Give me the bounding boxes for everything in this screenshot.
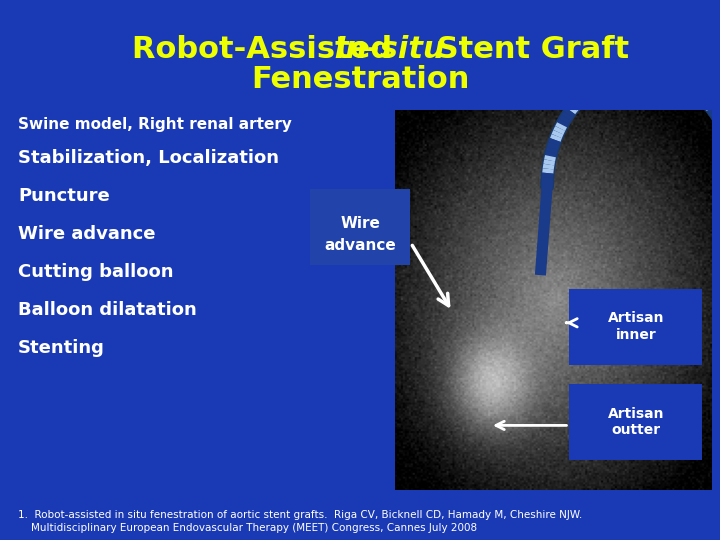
Text: Puncture: Puncture <box>18 187 109 205</box>
Text: advance: advance <box>324 238 396 253</box>
Text: Multidisciplinary European Endovascular Therapy (MEET) Congress, Cannes July 200: Multidisciplinary European Endovascular … <box>18 523 477 533</box>
Text: Artisan
outter: Artisan outter <box>608 407 664 437</box>
Text: Balloon dilatation: Balloon dilatation <box>18 301 197 319</box>
Text: 1.  Robot-assisted in situ fenestration of aortic stent grafts.  Riga CV, Bickne: 1. Robot-assisted in situ fenestration o… <box>18 510 582 520</box>
Text: Fenestration: Fenestration <box>251 65 469 94</box>
Text: Stent Graft: Stent Graft <box>426 36 629 64</box>
Text: Stabilization, Localization: Stabilization, Localization <box>18 149 279 167</box>
Text: Wire: Wire <box>340 215 380 231</box>
Text: Robot-Assisted: Robot-Assisted <box>132 36 403 64</box>
Text: Wire advance: Wire advance <box>18 225 156 243</box>
Text: In-situ: In-situ <box>335 36 446 64</box>
FancyBboxPatch shape <box>570 288 703 364</box>
Text: Artisan
inner: Artisan inner <box>608 312 664 342</box>
Text: Swine model, Right renal artery: Swine model, Right renal artery <box>18 118 292 132</box>
Text: Cutting balloon: Cutting balloon <box>18 263 174 281</box>
FancyBboxPatch shape <box>570 383 703 460</box>
Text: Stenting: Stenting <box>18 339 105 357</box>
